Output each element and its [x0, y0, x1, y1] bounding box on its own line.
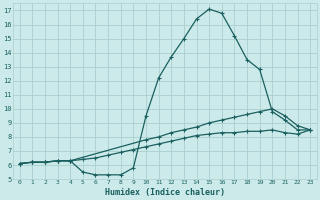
X-axis label: Humidex (Indice chaleur): Humidex (Indice chaleur)	[105, 188, 225, 197]
